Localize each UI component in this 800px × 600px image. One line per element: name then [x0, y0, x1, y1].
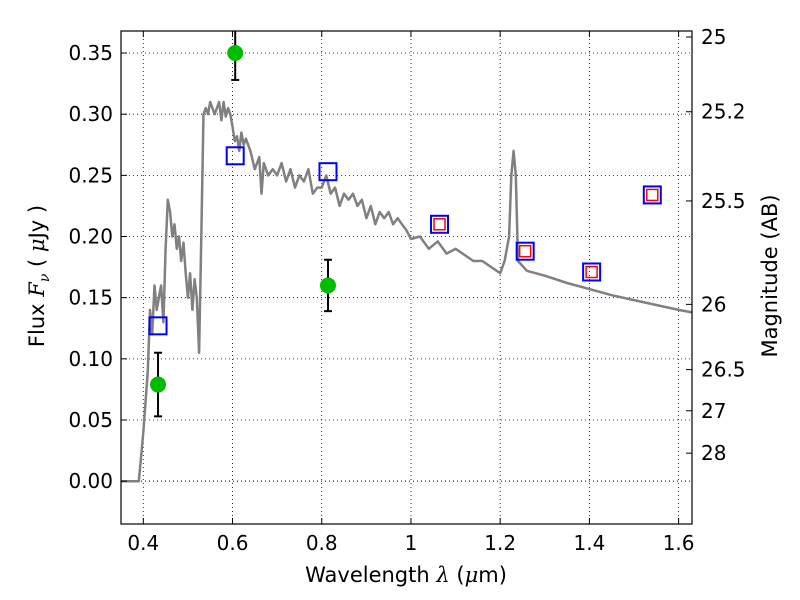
- y-tick-label: 0.35: [68, 41, 113, 65]
- y-axis-label: Flux Fν ( μJy ): [25, 205, 53, 347]
- y-tick-label: 0.30: [68, 102, 113, 126]
- y2-tick-labels: 25 25.2 25.5 26 26.5 27 28: [701, 25, 746, 465]
- observed-point: [227, 45, 244, 62]
- y-tick-label: 0.20: [68, 225, 113, 249]
- y2-tick-label: 27: [701, 399, 726, 423]
- y-tick-label: 0.05: [68, 408, 113, 432]
- y2-tick-label: 26.5: [701, 358, 746, 382]
- x-tick-labels: 0.4 0.6 0.8 1 1.2 1.4 1.6: [127, 531, 694, 555]
- x-tick-label: 1: [405, 531, 418, 555]
- y-tick-label: 0.00: [68, 469, 113, 493]
- y2-tick-label: 25: [701, 25, 726, 49]
- model-photometry-points: [148, 146, 662, 336]
- model-point: [515, 241, 535, 261]
- y-tick-labels: 0.00 0.05 0.10 0.15 0.20 0.25 0.30 0.35: [68, 41, 113, 493]
- x-tick-label: 1.6: [663, 531, 695, 555]
- plot-frame: [120, 30, 693, 525]
- sed-model-line: [121, 100, 693, 483]
- x-axis-label: Wavelength λ (μm): [305, 563, 507, 587]
- x-tick-label: 0.8: [306, 531, 338, 555]
- model-point: [148, 316, 168, 336]
- observed-point: [319, 277, 336, 294]
- model-point-inner: [646, 188, 659, 202]
- y2-tick-label: 28: [701, 441, 726, 465]
- x-tick-label: 1.4: [573, 531, 605, 555]
- x-tick-label: 0.6: [217, 531, 249, 555]
- x-tick-label: 0.4: [127, 531, 159, 555]
- y-tick-label: 0.15: [68, 286, 113, 310]
- y2-tick-label: 25.2: [701, 100, 746, 124]
- x-tick-label: 1.2: [484, 531, 516, 555]
- observed-point: [150, 376, 167, 393]
- y-tick-label: 0.10: [68, 347, 113, 371]
- y2-axis-label: Magnitude (AB): [758, 194, 782, 357]
- model-point: [318, 162, 338, 182]
- model-point: [582, 262, 602, 282]
- axis-ticks: [121, 31, 692, 524]
- model-point-inner: [518, 244, 532, 258]
- model-point-inner: [433, 218, 446, 231]
- model-point: [225, 146, 245, 166]
- model-point-inner: [585, 265, 598, 279]
- y-tick-label: 0.25: [68, 163, 113, 187]
- y2-tick-label: 26: [701, 292, 726, 316]
- observed-photometry-points: [150, 45, 336, 393]
- y2-tick-label: 25.5: [701, 189, 746, 213]
- model-point: [430, 214, 450, 234]
- model-point: [642, 185, 662, 205]
